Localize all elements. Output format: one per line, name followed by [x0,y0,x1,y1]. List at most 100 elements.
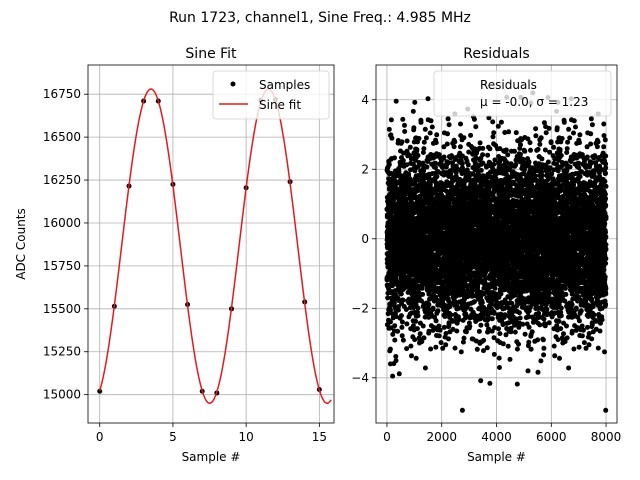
residual-point [399,333,405,339]
residual-point [425,96,431,102]
residual-point [388,325,394,331]
residual-point [421,335,427,341]
legend-samples-label: Samples [259,78,310,92]
residual-point [402,129,408,134]
residual-point [461,335,467,341]
residual-point [388,319,393,325]
residual-point [427,130,433,136]
residual-point [415,153,421,158]
residual-point [400,116,406,122]
residual-point [433,165,438,171]
residual-point [473,124,479,130]
residual-point [399,319,405,325]
residual-point [433,140,439,146]
residual-point [436,333,442,339]
residual-point [481,337,487,343]
residual-point [497,365,502,370]
residual-point [400,158,406,163]
residual-point [512,329,518,335]
residual-point [396,371,402,377]
residual-point [433,188,439,194]
residual-point [422,126,428,132]
residual-point [433,318,439,324]
residual-point [458,349,464,355]
residual-point [415,305,421,311]
y-tick-label: 16000 [43,216,81,230]
residual-point [444,141,450,147]
legend-fit-label: Sine fit [259,98,301,112]
residual-point [392,323,398,329]
residual-point [395,307,401,313]
residual-point [424,164,430,170]
residual-point [426,302,432,308]
residual-point [484,345,490,351]
residuals-axes: 0 2000 4000 6000 8000−4−2024ResidualsSample … [351,46,621,464]
residual-point [408,343,414,349]
residual-point [513,162,519,168]
residual-point [393,354,399,359]
residual-point [479,300,485,306]
residual-point [476,328,482,334]
axes-frame [87,64,335,424]
residual-point [438,340,444,346]
residual-point [456,317,462,323]
residual-point [396,298,401,303]
residual-point [491,130,497,136]
residual-point [496,355,502,361]
residual-point [414,326,420,332]
residual-point [419,339,425,345]
residual-point [414,147,420,152]
residual-point [500,341,506,347]
residual-point [518,151,523,157]
residual-point [385,311,391,317]
residual-point [480,152,486,158]
residual-point [392,155,397,161]
residual-point [413,355,419,361]
residual-point [492,285,498,291]
residual-point [451,144,457,150]
residual-point [401,286,407,292]
residual-point [489,316,495,322]
residual-point [505,152,511,158]
x-tick-label: 0 [96,430,104,444]
residual-point [458,121,463,127]
residual-point [433,344,439,350]
residual-point [398,313,404,319]
legend-frame [212,70,330,120]
x-tick-label: 5 [169,430,177,444]
residual-point [415,313,421,319]
residual-point [396,304,401,310]
residual-point [503,147,509,153]
residual-point [393,98,399,104]
y-tick-label: 15500 [43,302,81,316]
residual-point [474,346,480,352]
residual-point [468,132,474,138]
y-axis-label: ADC Counts [14,208,28,280]
residual-point [436,323,442,329]
residual-point [429,124,435,130]
residual-point [409,353,414,359]
residual-point [465,162,471,168]
residual-point [497,331,503,337]
residual-point [428,118,434,124]
residual-point [404,321,410,327]
residual-point [398,291,404,297]
legend-samples-marker [230,81,236,87]
residual-point [396,169,402,174]
residual-point [513,130,519,136]
residual-point [388,307,393,313]
residual-point [459,407,465,413]
residual-point [448,312,454,318]
residual-point [516,341,521,347]
residual-point [400,297,406,303]
residual-point [392,337,398,343]
residual-point [417,331,423,337]
residual-point [477,140,483,146]
residual-point [445,116,451,122]
residual-point [498,119,504,125]
residual-point [421,146,427,152]
residual-point [512,148,517,154]
residual-point [518,142,523,148]
residual-point [471,116,477,122]
